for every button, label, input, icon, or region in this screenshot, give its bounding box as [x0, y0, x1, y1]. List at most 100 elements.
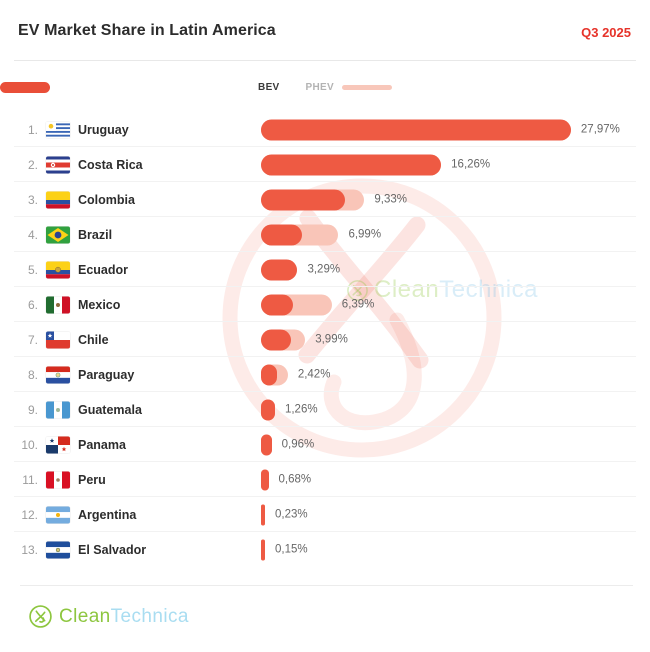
bev-bar [261, 469, 269, 490]
footer-clean-text: Clean [59, 605, 111, 627]
bev-bar [261, 539, 265, 560]
flag-mexico-icon [46, 296, 70, 313]
bar-group: 0,15% [261, 539, 308, 560]
footer-brand-text: CleanTechnica [59, 606, 189, 628]
country-label: Uruguay [78, 122, 129, 137]
phev-bar [261, 364, 288, 385]
bev-bar [261, 259, 298, 280]
value-label: 1,26% [284, 403, 318, 416]
country-label: Chile [78, 332, 109, 347]
country-label: Brazil [78, 227, 113, 242]
phev-bar [261, 294, 332, 315]
bar-group: 6,39% [261, 294, 374, 315]
table-row: 9. Guatemala 1,26% [0, 392, 650, 427]
footer-technica-text: Technica [110, 605, 189, 627]
bar-group: 2,42% [261, 364, 330, 385]
bar-group: 1,26% [261, 399, 318, 420]
legend-bev-swatch [0, 82, 50, 93]
flag-guatemala-icon [46, 401, 70, 418]
country-label: El Salvador [78, 542, 147, 557]
flag-panama-icon [46, 436, 70, 453]
flag-brazil-icon [46, 226, 70, 243]
value-label: 0,96% [281, 438, 315, 451]
bar-group: 0,68% [261, 469, 311, 490]
value-label: 3,99% [315, 333, 348, 346]
rank-label: 12. [21, 507, 38, 522]
rank-label: 4. [27, 227, 38, 242]
rank-label: 2. [27, 157, 38, 172]
table-row: 5. Ecuador 3,29% [0, 252, 650, 287]
country-bar-list: 1. Uruguay 27,97% 2. Costa Rica 16,26% 3… [0, 112, 650, 567]
flag-el-salvador-icon [46, 541, 70, 558]
bar-group: 27,97% [261, 119, 620, 140]
rank-label: 5. [27, 262, 38, 277]
bar-group: 3,29% [261, 259, 340, 280]
phev-bar [261, 329, 306, 350]
phev-bar [261, 224, 339, 245]
table-row: 11. Peru 0,68% [0, 462, 650, 497]
phev-bar [261, 539, 265, 560]
phev-bar [261, 119, 571, 140]
table-row: 10. Panama 0,96% [0, 427, 650, 462]
bar-group: 0,96% [261, 434, 314, 455]
flag-peru-icon [46, 471, 70, 488]
phev-bar [261, 504, 265, 525]
bev-bar [261, 224, 302, 245]
rank-label: 9. [27, 402, 38, 417]
flag-paraguay-icon [46, 366, 70, 383]
value-label: 0,15% [275, 543, 308, 556]
rank-label: 13. [21, 542, 38, 557]
table-row: 6. Mexico 6,39% [0, 287, 650, 322]
value-label: 0,23% [275, 508, 308, 521]
flag-chile-icon [46, 331, 70, 348]
country-label: Peru [78, 472, 106, 487]
flag-uruguay-icon [46, 121, 70, 138]
legend-phev-label: PHEV [305, 82, 334, 93]
country-label: Colombia [78, 192, 135, 207]
bev-bar [261, 294, 294, 315]
flag-colombia-icon [46, 191, 70, 208]
country-label: Panama [78, 437, 126, 452]
value-label: 16,26% [451, 158, 491, 171]
value-label: 2,42% [297, 368, 331, 381]
value-label: 6,39% [341, 298, 375, 311]
table-row: 13. El Salvador 0,15% [0, 532, 650, 567]
table-row: 1. Uruguay 27,97% [0, 112, 650, 147]
bar-group: 16,26% [261, 154, 490, 175]
table-row: 8. Paraguay 2,42% [0, 357, 650, 392]
table-row: 2. Costa Rica 16,26% [0, 147, 650, 182]
cleantechnica-logo-icon [29, 605, 52, 628]
rank-label: 6. [27, 297, 38, 312]
phev-bar [261, 154, 442, 175]
phev-bar [261, 259, 298, 280]
rank-label: 7. [27, 332, 38, 347]
bar-group: 0,23% [261, 504, 308, 525]
country-label: Mexico [78, 297, 121, 312]
table-row: 7. Chile 3,99% [0, 322, 650, 357]
value-label: 6,99% [348, 228, 382, 241]
value-label: 9,33% [374, 193, 407, 206]
phev-bar [261, 189, 365, 210]
phev-bar [261, 469, 269, 490]
bev-bar [261, 189, 346, 210]
legend-item-phev: PHEV [306, 82, 392, 93]
country-label: Argentina [78, 507, 137, 522]
table-row: 4. Brazil 6,99% [0, 217, 650, 252]
rank-label: 8. [27, 367, 38, 382]
bar-group: 3,99% [261, 329, 348, 350]
chart-legend: BEV PHEV [0, 82, 650, 93]
value-label: 3,29% [307, 263, 341, 276]
bev-bar [261, 434, 272, 455]
rank-label: 1. [27, 122, 38, 137]
rank-label: 10. [21, 437, 38, 452]
phev-bar [261, 399, 275, 420]
country-label: Ecuador [78, 262, 129, 277]
country-label: Paraguay [78, 367, 135, 382]
bev-bar [261, 119, 571, 140]
cleantechnica-logo: CleanTechnica [28, 604, 189, 629]
bar-group: 6,99% [261, 224, 381, 245]
flag-costa-rica-icon [46, 156, 70, 173]
value-label: 27,97% [580, 123, 620, 136]
bev-bar [261, 364, 278, 385]
